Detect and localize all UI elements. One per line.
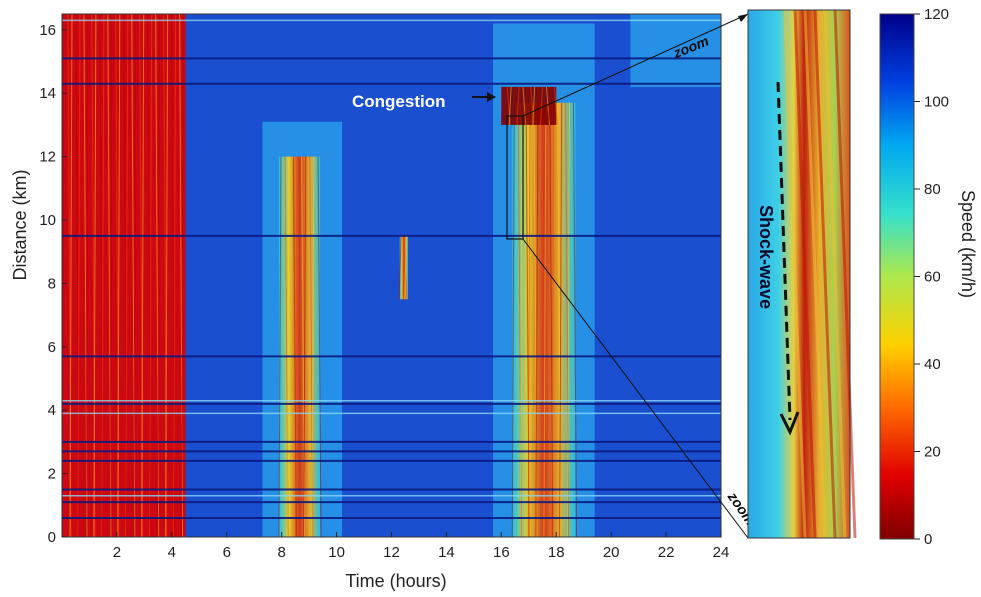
congestion-streak bbox=[527, 102, 531, 537]
congestion-streak bbox=[77, 14, 81, 537]
colorbar-tick-label: 40 bbox=[924, 356, 941, 373]
x-axis: 2 4 6 8 10 12 14 16 18 20 22 24 bbox=[113, 532, 730, 561]
congestion-streak bbox=[117, 14, 121, 537]
y-tick-label: 12 bbox=[39, 149, 56, 166]
shock-wave-arrow bbox=[776, 81, 792, 421]
x-tick-label: 6 bbox=[223, 544, 231, 561]
x-axis-label: Time (hours) bbox=[345, 571, 446, 591]
congestion-arrow bbox=[472, 92, 496, 102]
x-tick-label: 8 bbox=[277, 544, 285, 561]
y-tick-label: 6 bbox=[48, 339, 56, 356]
y-tick-label: 0 bbox=[48, 529, 56, 546]
zoom-streak bbox=[813, 9, 837, 539]
x-tick-label: 2 bbox=[113, 544, 121, 561]
congestion-streak bbox=[303, 156, 307, 537]
zoom-region-box bbox=[506, 115, 524, 240]
colorbar-tick-label: 20 bbox=[924, 444, 941, 461]
congestion-streak bbox=[516, 86, 520, 125]
x-tick-label: 24 bbox=[713, 544, 730, 561]
congestion-streak bbox=[85, 14, 89, 537]
congestion-streak bbox=[141, 14, 145, 537]
zoom-streak bbox=[833, 9, 857, 539]
congestion-streak bbox=[181, 14, 185, 537]
x-tick-label: 14 bbox=[438, 544, 455, 561]
y-tick-label: 14 bbox=[39, 85, 56, 102]
x-tick-label: 22 bbox=[658, 544, 675, 561]
x-tick-label: 20 bbox=[603, 544, 620, 561]
colorbar-label: Speed (km/h) bbox=[958, 190, 978, 298]
y-tick-label: 16 bbox=[39, 22, 56, 39]
congestion-streak bbox=[286, 156, 290, 537]
colorbar-gradient bbox=[879, 13, 915, 540]
congestion-streak bbox=[511, 102, 515, 537]
shock-wave-arrowhead bbox=[779, 411, 800, 436]
colorbar-tick-label: 0 bbox=[924, 531, 932, 548]
congestion-streak bbox=[157, 14, 161, 537]
congestion-streak bbox=[109, 14, 113, 537]
colorbar-tick-label: 120 bbox=[924, 6, 949, 23]
congestion-streak bbox=[508, 86, 512, 125]
congestion-streak bbox=[500, 86, 504, 125]
congestion-streak bbox=[547, 86, 551, 125]
congestion-streak bbox=[559, 102, 563, 537]
congestion-streak bbox=[404, 235, 408, 300]
congestion-streak bbox=[165, 14, 169, 537]
congestion-streak bbox=[524, 86, 528, 125]
congestion-streak bbox=[317, 156, 322, 537]
congestion-streak bbox=[125, 14, 129, 537]
congestion-streak bbox=[519, 102, 523, 537]
free-flow-halo bbox=[630, 14, 721, 87]
congestion-streak bbox=[149, 14, 153, 537]
congestion-streak bbox=[311, 156, 315, 537]
congestion-streak bbox=[278, 156, 282, 537]
speed-heatmap bbox=[61, 13, 722, 538]
zoom-connector-lines bbox=[522, 13, 749, 539]
zoom-streak bbox=[803, 9, 827, 539]
colorbar-tick-label: 100 bbox=[924, 94, 949, 111]
x-tick-label: 18 bbox=[548, 544, 565, 561]
congestion-streak bbox=[535, 102, 539, 537]
x-tick-label: 16 bbox=[493, 544, 510, 561]
colorbar-tick-label: 60 bbox=[924, 269, 941, 286]
x-tick-label: 4 bbox=[168, 544, 176, 561]
congestion-zone bbox=[399, 235, 408, 300]
congestion-streak bbox=[543, 102, 547, 537]
y-tick-label: 4 bbox=[48, 402, 56, 419]
x-tick-label: 10 bbox=[328, 544, 345, 561]
congestion-streak bbox=[572, 102, 577, 537]
y-tick-label: 2 bbox=[48, 466, 56, 483]
y-tick-label: 8 bbox=[48, 275, 56, 292]
y-tick-label: 10 bbox=[39, 212, 56, 229]
zoom-panel: Shock-wave bbox=[747, 9, 857, 539]
congestion-streak bbox=[133, 14, 137, 537]
congestion-streak bbox=[101, 14, 105, 537]
x-tick-label: 12 bbox=[383, 544, 400, 561]
y-axis-label: Distance (km) bbox=[10, 169, 30, 280]
congestion-streak bbox=[173, 14, 177, 537]
congestion-streak bbox=[540, 86, 544, 125]
shock-wave-label: Shock-wave bbox=[756, 205, 776, 309]
congestion-streak bbox=[294, 156, 298, 537]
colorbar-tick-label: 80 bbox=[924, 181, 941, 198]
congestion-streak bbox=[553, 86, 558, 125]
congestion-streak bbox=[69, 14, 73, 537]
congestion-label: Congestion bbox=[352, 92, 446, 111]
congestion-streak bbox=[532, 86, 536, 125]
congestion-streak bbox=[567, 102, 571, 537]
congestion-streak bbox=[551, 102, 555, 537]
congestion-streak bbox=[398, 235, 402, 300]
colorbar: 0 20 40 60 80 100 120 Speed (km/h) bbox=[879, 6, 978, 548]
zoom-streak bbox=[783, 9, 807, 539]
y-axis: 0 2 4 6 8 10 12 14 16 bbox=[39, 22, 67, 546]
zoom-streak bbox=[793, 9, 817, 539]
zoom-streak bbox=[823, 9, 847, 539]
zoom-frame bbox=[747, 9, 851, 539]
congestion-streak bbox=[93, 14, 97, 537]
